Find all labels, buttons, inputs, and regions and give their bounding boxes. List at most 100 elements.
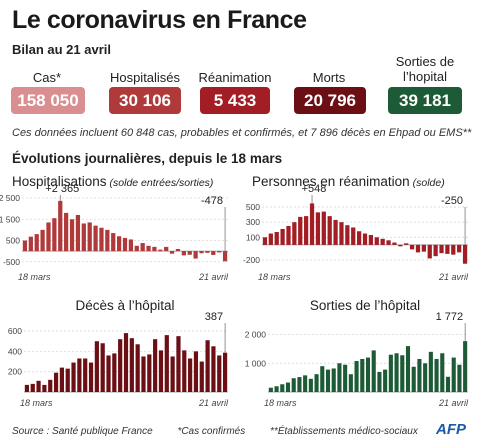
chart-bar	[170, 356, 175, 392]
chart-bar	[343, 364, 348, 392]
y-tick-label: -200	[243, 255, 260, 265]
chart-bar	[314, 374, 319, 392]
chart-bar	[205, 340, 210, 392]
chart-bar	[117, 236, 122, 252]
chart-title: Décès à l’hôpital	[75, 298, 174, 313]
chart-deces: Décès à l’hôpital 600 400 200 387 18 mars 21 a…	[8, 298, 229, 408]
chart-bar	[59, 367, 64, 392]
chart-bar	[428, 351, 433, 392]
chart-bar	[81, 223, 86, 252]
chart-bar	[22, 240, 28, 252]
chart-bar	[274, 386, 279, 392]
chart-bar	[380, 238, 385, 245]
stat-label-reanimation: Réanimation	[198, 70, 272, 85]
chart-bar	[445, 244, 450, 254]
stat-box-sorties: 39 181	[388, 87, 462, 114]
y-tick-label: 1 500	[0, 214, 20, 224]
chart-bar	[377, 371, 382, 392]
chart-bar	[65, 368, 70, 392]
chart-bar	[368, 235, 374, 245]
chart-bar	[111, 233, 116, 252]
chart-bar	[321, 211, 326, 245]
chart-bar	[427, 244, 432, 259]
chart-bar	[152, 246, 157, 252]
chart-bar	[205, 251, 210, 253]
chart-bar	[112, 353, 117, 392]
chart-bar	[315, 212, 321, 245]
chart-bar	[36, 380, 41, 392]
chart-bar	[451, 357, 456, 392]
chart-bar	[94, 341, 99, 392]
chart-bar	[129, 338, 134, 392]
chart-bar	[217, 251, 222, 253]
chart-bar	[182, 350, 187, 392]
chart-bar	[386, 240, 391, 245]
chart-bar	[30, 383, 35, 392]
stat-box-reanimation: 5 433	[200, 87, 270, 114]
chart-bar	[64, 212, 69, 252]
annotation-label: 387	[205, 311, 223, 323]
chart-bar	[291, 378, 296, 392]
stat-label-hospitalises: Hospitalisés	[109, 70, 181, 85]
chart-bar	[400, 355, 405, 392]
chart-bar	[217, 355, 222, 392]
y-tick-label: 500	[246, 202, 260, 212]
y-tick-label: 400	[8, 346, 22, 356]
chart-bar	[88, 362, 94, 392]
chart-bar	[298, 216, 303, 245]
chart-bar	[333, 219, 338, 245]
chart-bar	[75, 215, 81, 252]
chart-bar	[211, 251, 216, 255]
y-tick-label: 1 000	[245, 358, 267, 368]
stat-label-sorties: Sorties de l’hopital	[395, 54, 455, 84]
chart-bar	[339, 222, 344, 245]
chart-bar	[439, 244, 444, 254]
y-tick-label: 300	[246, 217, 260, 227]
chart-bar	[122, 237, 128, 252]
chart-bar	[415, 244, 421, 253]
chart-bar	[357, 231, 362, 245]
daily-section-title: Évolutions journalières, depuis le 18 ma…	[12, 151, 283, 166]
chart-bar	[331, 368, 336, 392]
y-tick-label: 500	[6, 236, 20, 246]
y-tick-label: 100	[246, 232, 260, 242]
chart-bar	[164, 335, 169, 392]
chart-bar	[388, 354, 393, 392]
y-tick-label: 2 500	[0, 193, 20, 203]
chart-bar	[392, 242, 397, 245]
chart-bar	[69, 219, 75, 252]
chart-bar	[405, 346, 411, 392]
chart-bar	[457, 244, 462, 253]
footer-source: Source : Santé publique France	[12, 426, 153, 437]
chart-bar	[337, 363, 342, 392]
chart-bar	[164, 246, 169, 252]
chart-bar	[58, 200, 63, 252]
chart-bar	[297, 377, 302, 392]
chart-bar	[211, 346, 216, 392]
afp-logo: AFP	[436, 421, 466, 438]
x-end-label: 21 avril	[438, 398, 469, 408]
chart-bar	[193, 251, 198, 259]
chart-bar	[268, 387, 273, 392]
x-end-label: 21 avril	[198, 398, 229, 408]
annotation-label: -250	[441, 195, 463, 207]
chart-bar	[169, 251, 175, 254]
stat-box-cas: 158 050	[11, 87, 85, 114]
stat-box-hospitalises: 30 106	[109, 87, 181, 114]
chart-bar	[158, 249, 163, 252]
chart-bar	[123, 333, 129, 392]
x-end-label: 21 avril	[198, 272, 229, 282]
x-start-label: 18 mars	[264, 398, 297, 408]
chart-bar	[199, 251, 204, 254]
chart-bar	[374, 237, 379, 245]
chart-bar	[285, 382, 291, 392]
chart-bar	[147, 354, 152, 392]
chart-bar	[87, 222, 92, 252]
annotation-label: -478	[201, 195, 223, 207]
footer: Source : Santé publique France *Cas conf…	[12, 426, 440, 437]
chart-bar	[199, 361, 204, 392]
footer-note-ems: **Établissements médico-sociaux	[270, 426, 418, 437]
chart-bar	[309, 203, 315, 245]
chart-bar	[398, 244, 403, 247]
chart-bar	[135, 344, 140, 392]
